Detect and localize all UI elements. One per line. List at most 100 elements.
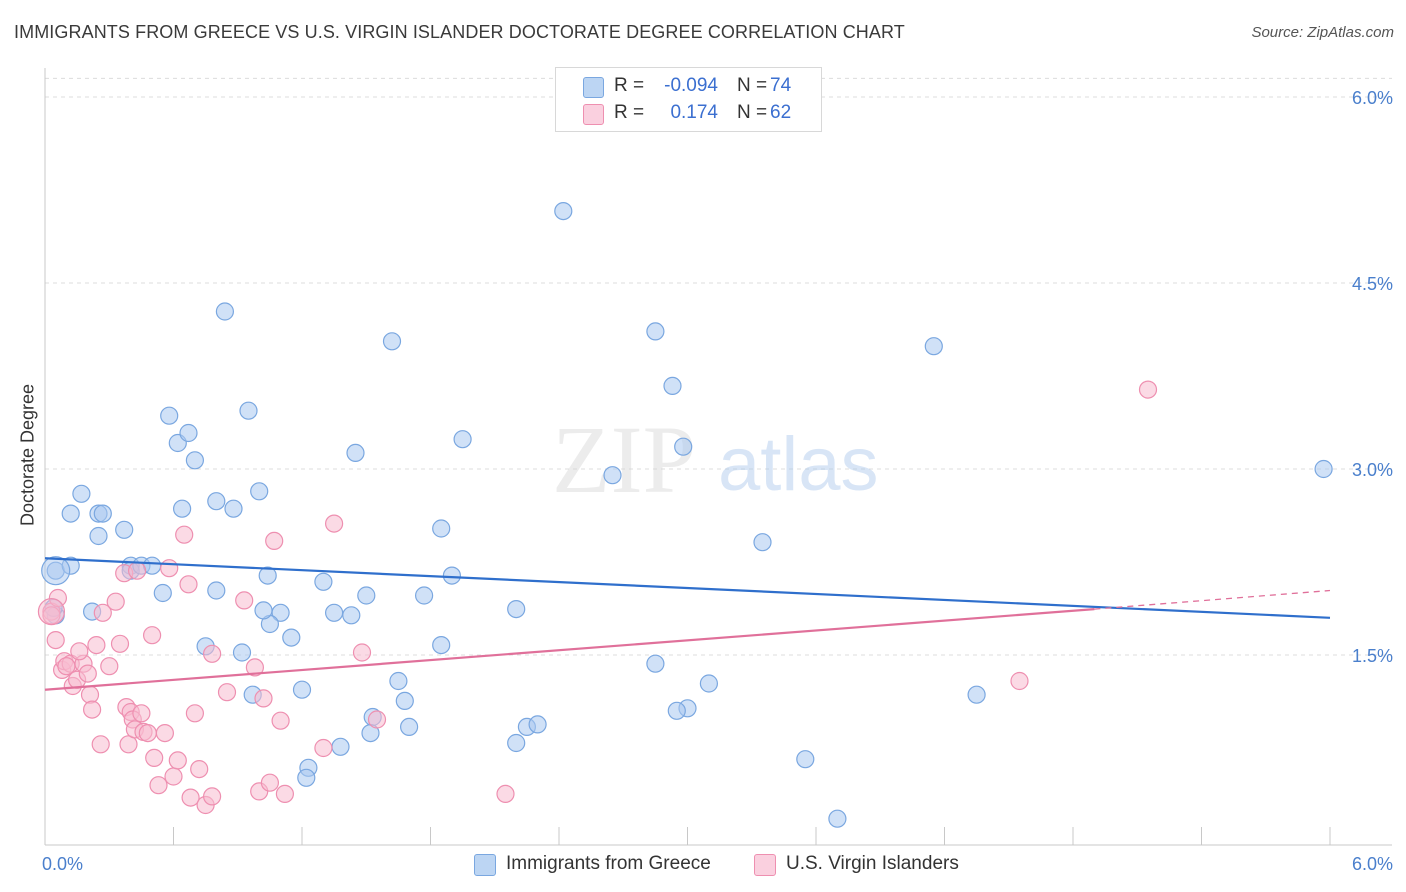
virgin-islander-point (314, 738, 333, 758)
greece-point (346, 443, 365, 462)
virgin-islander-point (254, 689, 273, 708)
virgin-islander-point (145, 748, 164, 768)
greece-point (207, 492, 226, 511)
virgin-islander-point (245, 658, 264, 677)
legend-label-virgin-islanders: U.S. Virgin Islanders (786, 853, 959, 874)
greece-point (796, 750, 815, 769)
virgin-islander-point (1010, 671, 1029, 691)
legend-n-label: N = (737, 75, 768, 96)
greece-point (297, 768, 316, 787)
greece-point (215, 302, 234, 321)
virgin-islander-point (82, 700, 102, 719)
greece-point (395, 691, 414, 711)
legend-n-value: 62 (770, 102, 792, 123)
legend-r-label: R = (614, 75, 645, 96)
greece-point (115, 520, 134, 539)
chart-title: IMMIGRANTS FROM GREECE VS U.S. VIRGIN IS… (14, 22, 905, 42)
greece-trend-line (44, 557, 1331, 619)
greece-point (331, 737, 350, 756)
greece-point (61, 504, 80, 523)
virgin-islander-point (80, 685, 100, 704)
axes (44, 68, 1392, 846)
greece-point (528, 715, 547, 734)
virgin-islander-point (46, 630, 65, 650)
greece-point (314, 572, 333, 591)
greece-point (93, 504, 112, 523)
greece-point (442, 566, 461, 585)
virgin-islander-point (164, 767, 183, 786)
greece-point (160, 406, 179, 425)
virgin-islander-point (260, 773, 279, 792)
greece-point (1314, 459, 1333, 479)
watermark-zip: ZIP (552, 406, 696, 513)
y-tick-label: 6.0% (1352, 88, 1393, 108)
greece-point (207, 581, 226, 600)
legend-row-greece: R = -0.094 N = 74 (556, 72, 821, 102)
greece-point (342, 606, 361, 625)
greece-point (507, 733, 526, 753)
legend-label-greece: Immigrants from Greece (506, 853, 711, 874)
virgin-islander-point (106, 592, 125, 611)
greece-point (924, 337, 943, 356)
virgin-islander-point (168, 751, 187, 770)
legend-r-label: R = (614, 102, 645, 123)
virgin-islander-point (160, 559, 179, 578)
legend-swatch-virgin-islanders (583, 104, 604, 125)
virgin-islander-point (275, 784, 294, 804)
watermark: ZIP atlas (552, 406, 879, 513)
virgin-islander-point (203, 787, 222, 806)
virgin-islander-point (175, 525, 194, 544)
greece-point (258, 566, 277, 585)
data-points (37, 202, 1333, 828)
virgin-islander-point (91, 735, 110, 754)
greece-point (89, 526, 108, 546)
greece-point (179, 423, 198, 443)
virgin-islander-point (1138, 380, 1158, 399)
greece-point (224, 499, 243, 518)
legend-r-value: -0.094 (664, 75, 718, 96)
greece-point (453, 430, 472, 449)
greece-point (389, 671, 408, 691)
greece-point (699, 674, 719, 693)
virgin-islander-point (128, 561, 147, 580)
greece-point (325, 603, 344, 622)
virgin-islander-point (110, 634, 130, 653)
legend-n-value: 74 (770, 75, 792, 96)
y-tick-label: 1.5% (1352, 646, 1393, 666)
virgin-islander-point (367, 710, 387, 729)
greece-point (828, 809, 847, 828)
virgin-islander-point (138, 723, 157, 743)
virgin-islander-point (496, 784, 515, 804)
y-tick-label: 4.5% (1352, 274, 1393, 294)
virgin-islander-point (149, 776, 168, 795)
greece-point (250, 482, 269, 501)
virgin-islander-trend-line (44, 608, 1095, 691)
greece-point (400, 717, 419, 737)
greece-point (185, 451, 204, 470)
legend-r-value: 0.174 (670, 102, 718, 123)
virgin-islander-point (143, 626, 162, 645)
virgin-islander-point (235, 591, 254, 610)
legend-swatch-greece (474, 854, 496, 876)
greece-point (41, 556, 71, 586)
watermark-atlas: atlas (718, 422, 879, 507)
x-tick-label: 6.0% (1352, 854, 1393, 874)
virgin-islander-point (78, 664, 97, 683)
greece-point (507, 599, 526, 619)
greece-point (357, 586, 376, 605)
greece-point (254, 601, 273, 620)
greece-point (282, 628, 301, 647)
greece-point (432, 519, 451, 538)
x-tick-label: 0.0% (42, 854, 83, 874)
greece-point (382, 332, 402, 351)
series-legend: Immigrants from Greece U.S. Virgin Islan… (0, 852, 1406, 878)
legend-swatch-greece (583, 77, 604, 98)
legend-swatch-virgin-islanders (754, 854, 776, 876)
greece-point (153, 583, 172, 603)
virgin-islander-point (203, 644, 222, 663)
virgin-islander-point (57, 657, 76, 676)
greece-point (646, 654, 665, 673)
greece-point (674, 437, 693, 456)
virgin-islander-point (100, 657, 119, 676)
legend-n-label: N = (737, 102, 768, 123)
